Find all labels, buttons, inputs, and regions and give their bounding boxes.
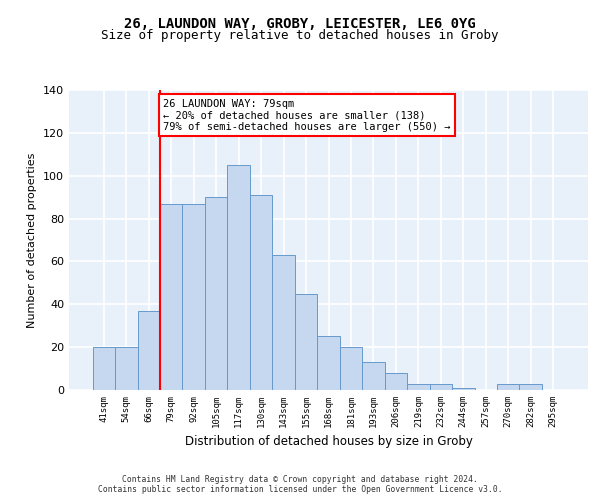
Bar	[272, 255, 295, 390]
Bar	[362, 362, 385, 390]
Text: Contains HM Land Registry data © Crown copyright and database right 2024.
Contai: Contains HM Land Registry data © Crown c…	[98, 474, 502, 494]
Text: 26, LAUNDON WAY, GROBY, LEICESTER, LE6 0YG: 26, LAUNDON WAY, GROBY, LEICESTER, LE6 0…	[124, 18, 476, 32]
Text: 26 LAUNDON WAY: 79sqm
← 20% of detached houses are smaller (138)
79% of semi-det: 26 LAUNDON WAY: 79sqm ← 20% of detached …	[163, 98, 451, 132]
Bar	[182, 204, 205, 390]
Text: Size of property relative to detached houses in Groby: Size of property relative to detached ho…	[101, 29, 499, 42]
Bar	[250, 195, 272, 390]
Bar	[295, 294, 317, 390]
Bar	[520, 384, 542, 390]
Bar	[340, 347, 362, 390]
Bar	[92, 347, 115, 390]
Bar	[137, 310, 160, 390]
Bar	[497, 384, 520, 390]
Bar	[160, 204, 182, 390]
Bar	[115, 347, 137, 390]
Y-axis label: Number of detached properties: Number of detached properties	[28, 152, 37, 328]
Bar	[385, 373, 407, 390]
Bar	[430, 384, 452, 390]
Bar	[452, 388, 475, 390]
Bar	[317, 336, 340, 390]
Bar	[407, 384, 430, 390]
Bar	[227, 165, 250, 390]
X-axis label: Distribution of detached houses by size in Groby: Distribution of detached houses by size …	[185, 436, 472, 448]
Bar	[205, 197, 227, 390]
